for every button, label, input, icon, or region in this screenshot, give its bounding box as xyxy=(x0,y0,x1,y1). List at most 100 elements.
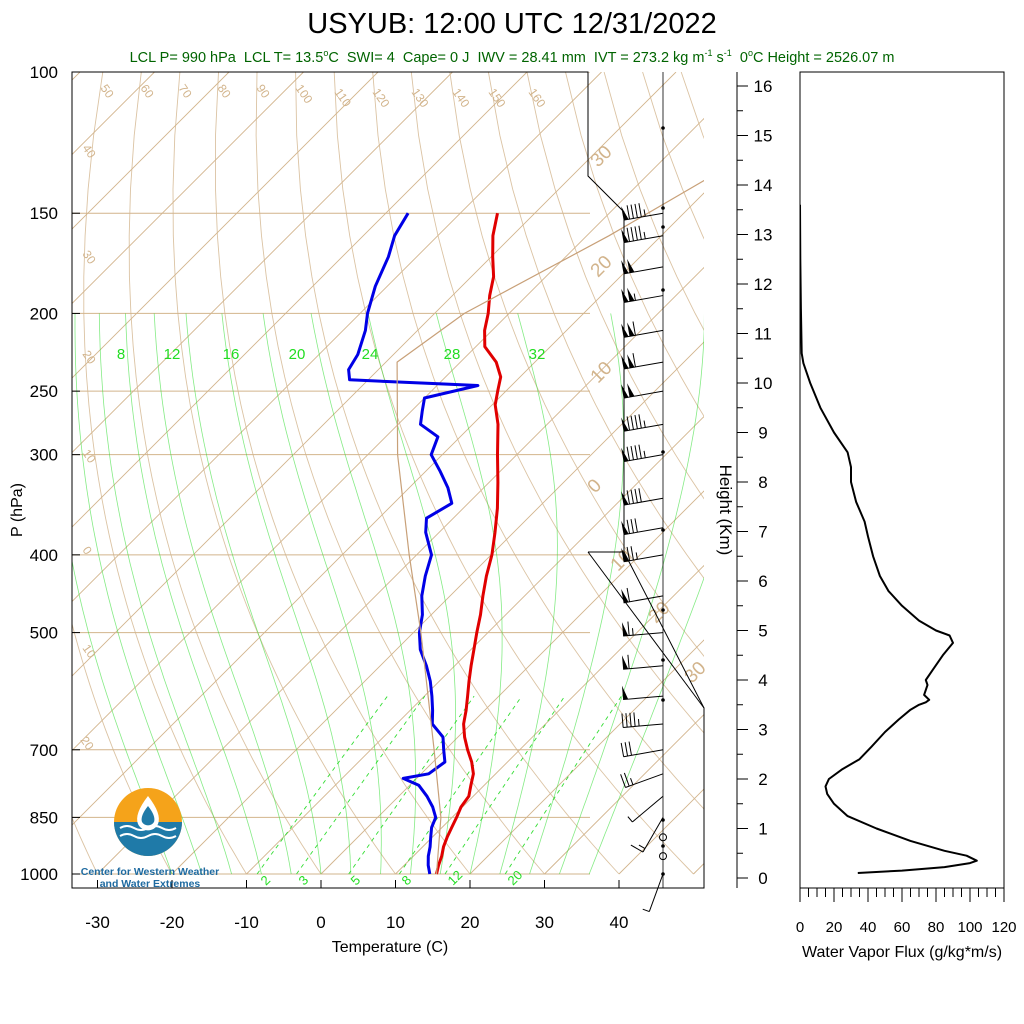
mixing-label-top: 12 xyxy=(164,346,181,363)
barb-height-dot xyxy=(661,225,665,229)
wind-barb xyxy=(621,414,664,432)
temp-tick-label: 30 xyxy=(535,913,554,932)
isotherm-label: 60 xyxy=(138,82,157,101)
flux-profile xyxy=(800,204,978,874)
barb-full xyxy=(630,519,634,533)
barb-height-dot xyxy=(661,844,665,848)
mixing-label-bottom: 20 xyxy=(505,867,526,888)
dry-adiabat xyxy=(295,72,620,875)
barb-full xyxy=(630,227,634,242)
dry-adiabat xyxy=(874,72,1024,874)
pressure-tick-label: 700 xyxy=(30,741,58,760)
height-axis-label: Height (Km) xyxy=(716,465,735,556)
isotherm-label: 20 xyxy=(80,348,99,367)
moist-adiabat xyxy=(367,313,456,875)
isotherm-label: 0 xyxy=(80,544,95,558)
isotherm-label: 140 xyxy=(450,86,473,111)
barb-staff xyxy=(632,795,664,823)
isotherm-line xyxy=(320,490,704,875)
dry-adiabat xyxy=(449,72,704,657)
barb-staff xyxy=(623,527,664,536)
barb-height-dot xyxy=(661,126,665,130)
wind-barb xyxy=(621,383,664,399)
isotherm-line xyxy=(72,72,677,677)
height-tick-label: 0 xyxy=(758,869,767,888)
height-tick-label: 7 xyxy=(758,523,767,542)
temp-tick-label: -10 xyxy=(234,913,259,932)
barb-full xyxy=(634,518,638,533)
skew-t-series xyxy=(347,179,704,875)
isotherm-line xyxy=(72,72,379,379)
wind-barb xyxy=(659,833,667,842)
isotherm-right-label: 20 xyxy=(645,598,675,628)
barb-full xyxy=(633,712,636,727)
barb-full xyxy=(626,205,631,220)
wind-barb xyxy=(621,712,664,728)
barb-full xyxy=(620,742,625,757)
barb-staff xyxy=(625,773,664,788)
wind-barb xyxy=(627,795,664,823)
barb-half xyxy=(630,777,634,785)
barb-staff xyxy=(623,266,664,275)
skew-t-border xyxy=(71,71,705,889)
barb-staff xyxy=(623,423,664,432)
dry-adiabat xyxy=(642,72,704,240)
barb-full xyxy=(625,713,628,728)
freezing-height-value: C Height = 2526.07 m xyxy=(752,49,895,66)
barb-full xyxy=(638,444,642,459)
height-tick-label: 13 xyxy=(754,226,773,245)
barb-full xyxy=(634,414,638,429)
height-tick-label: 11 xyxy=(754,325,772,344)
dry-adiabat xyxy=(913,72,1024,874)
isotherm-line xyxy=(171,341,704,875)
barb-full xyxy=(638,414,642,429)
barb-full xyxy=(638,225,642,240)
isotherm-label: 130 xyxy=(409,86,432,111)
height-tick-label: 5 xyxy=(758,622,767,641)
moist-adiabat xyxy=(153,313,292,875)
barb-full xyxy=(628,741,632,756)
isotherm-line xyxy=(469,639,704,875)
barb-staff xyxy=(623,235,664,244)
pressure-tick-label: 850 xyxy=(30,808,58,827)
wind-barb xyxy=(621,685,664,701)
isotherm-line xyxy=(618,788,704,875)
wind-barb xyxy=(659,852,667,861)
mixing-ratio-line xyxy=(256,695,388,875)
isotherm-label: 30 xyxy=(80,248,99,267)
barb-height-dot xyxy=(661,658,665,662)
barb-flag xyxy=(621,655,629,670)
barb-full xyxy=(634,488,638,503)
wind-barb xyxy=(621,621,664,637)
moist-adiabat xyxy=(221,313,352,875)
barb-height-dot xyxy=(661,206,665,210)
wind-barb xyxy=(621,203,664,221)
barb-staff xyxy=(623,329,664,338)
temp-tick-label: -30 xyxy=(85,913,110,932)
height-tick-label: 8 xyxy=(758,473,767,492)
logo-caption: Center for Western Weather and Water Ext… xyxy=(80,866,220,890)
barb-staff xyxy=(623,295,664,303)
dewpoint-profile xyxy=(347,212,480,875)
height-tick-label: 10 xyxy=(754,374,773,393)
isotherm-line xyxy=(72,72,230,230)
wind-barb xyxy=(621,587,664,604)
isotherm-line xyxy=(544,713,704,875)
mixing-ratio-line xyxy=(504,695,622,875)
moist-adiabat xyxy=(435,313,503,875)
barb-half xyxy=(633,293,636,301)
barb-staff xyxy=(642,817,664,853)
barb-flag xyxy=(621,622,629,637)
mixing-label-top: 32 xyxy=(529,346,546,363)
moist-adiabat xyxy=(74,313,203,875)
barb-full xyxy=(632,321,636,336)
mixing-label-top: 16 xyxy=(223,346,240,363)
moist-adiabat xyxy=(499,313,558,875)
temp-tick-label: 10 xyxy=(386,913,405,932)
wind-barb xyxy=(621,287,664,303)
logo-wave-2 xyxy=(119,833,177,839)
barb-half xyxy=(635,552,638,560)
